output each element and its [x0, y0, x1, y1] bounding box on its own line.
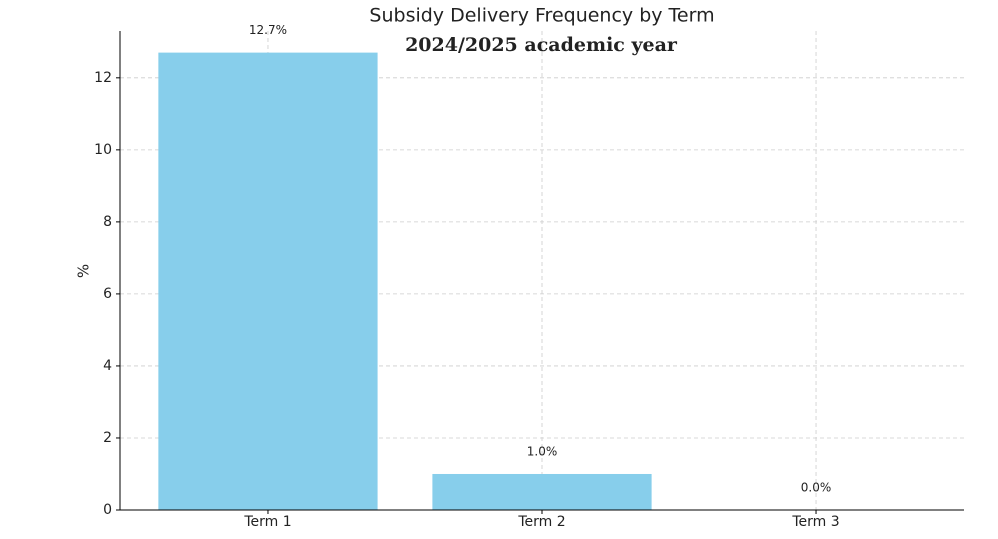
y-tick-label: 12 — [94, 70, 112, 86]
value-label: 12.7% — [249, 23, 287, 37]
chart-title: Subsidy Delivery Frequency by Term — [369, 5, 714, 27]
x-tick-label: Term 3 — [791, 514, 839, 530]
y-tick-label: 0 — [103, 502, 112, 518]
y-tick-label: 8 — [103, 214, 112, 230]
y-axis-label: % — [75, 264, 93, 278]
bar — [432, 473, 652, 510]
bar — [158, 52, 378, 511]
chart-subtitle: 2024/2025 academic year — [405, 34, 678, 56]
x-tick-label: Term 1 — [243, 514, 291, 530]
value-label: 1.0% — [527, 444, 558, 458]
y-tick-label: 2 — [103, 430, 112, 446]
x-tick-label: Term 2 — [517, 514, 565, 530]
y-tick-label: 6 — [103, 286, 112, 302]
y-tick-label: 4 — [103, 358, 112, 374]
value-label: 0.0% — [801, 481, 832, 495]
y-tick-label: 10 — [94, 142, 112, 158]
